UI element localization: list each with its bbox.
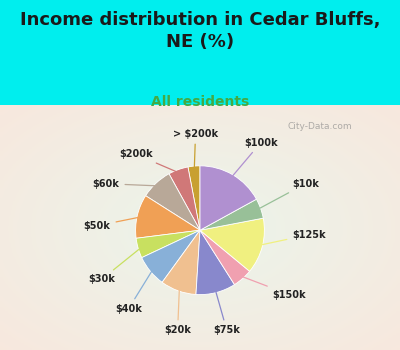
Text: $10k: $10k bbox=[260, 179, 319, 208]
Wedge shape bbox=[188, 166, 200, 230]
Text: $100k: $100k bbox=[233, 138, 278, 176]
Text: $40k: $40k bbox=[115, 271, 152, 314]
Text: $50k: $50k bbox=[84, 217, 138, 231]
Wedge shape bbox=[136, 230, 200, 258]
Text: City-Data.com: City-Data.com bbox=[288, 122, 353, 131]
Wedge shape bbox=[146, 174, 200, 230]
Text: $75k: $75k bbox=[213, 292, 240, 335]
Wedge shape bbox=[200, 218, 264, 271]
Wedge shape bbox=[142, 230, 200, 282]
Text: All residents: All residents bbox=[151, 94, 249, 108]
Text: > $200k: > $200k bbox=[173, 128, 218, 167]
Wedge shape bbox=[200, 230, 250, 285]
Wedge shape bbox=[136, 196, 200, 238]
Wedge shape bbox=[169, 167, 200, 230]
Wedge shape bbox=[196, 230, 234, 295]
Text: $200k: $200k bbox=[119, 149, 177, 172]
Wedge shape bbox=[200, 199, 263, 230]
Text: $20k: $20k bbox=[164, 290, 191, 335]
Wedge shape bbox=[200, 166, 256, 230]
Text: $125k: $125k bbox=[262, 230, 326, 245]
Text: $150k: $150k bbox=[243, 277, 306, 300]
Text: $30k: $30k bbox=[88, 249, 140, 285]
Text: Income distribution in Cedar Bluffs,
NE (%): Income distribution in Cedar Bluffs, NE … bbox=[20, 10, 380, 51]
Text: $60k: $60k bbox=[93, 179, 156, 189]
Wedge shape bbox=[162, 230, 200, 294]
